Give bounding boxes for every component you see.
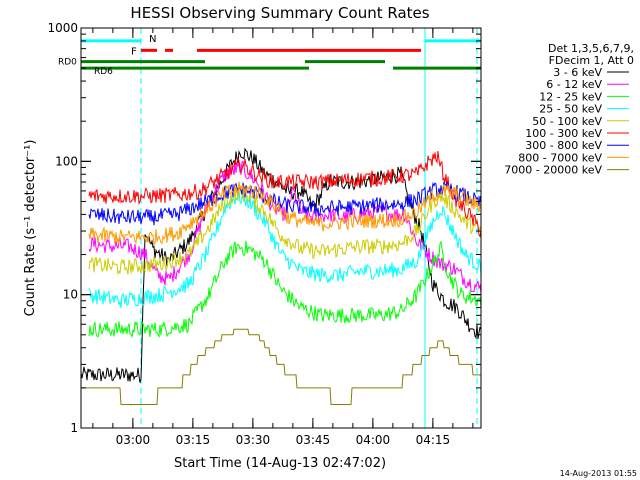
legend-entry-label: 50 - 100 keV (532, 115, 602, 128)
legend-entry-label: 7000 - 20000 keV (504, 164, 602, 177)
y-tick-label: 1 (70, 421, 78, 435)
series-line-25-50keV (88, 189, 482, 309)
x-tick-label: 03:15 (176, 433, 211, 447)
series-line-800-7000keV (88, 181, 482, 247)
x-axis-label: Start Time (14-Aug-13 02:47:02) (174, 456, 386, 471)
legend-entry-label: 25 - 50 keV (539, 103, 602, 116)
legend-entry-label: 12 - 25 keV (539, 90, 602, 103)
series-line-3-6keV (80, 147, 482, 383)
legend: Det 1,3,5,6,7,9,FDecim 1, Att 03 - 6 keV… (504, 42, 634, 177)
chart-title: HESSI Observing Summary Count Rates (130, 4, 429, 22)
flag-label-f: F (131, 46, 137, 57)
legend-header: FDecim 1, Att 0 (549, 54, 634, 67)
series-line-7000-20000keV (81, 328, 481, 405)
x-tick-label: 04:15 (416, 433, 451, 447)
y-tick-label: 100 (55, 154, 78, 168)
series-line-300-800keV (88, 181, 482, 226)
x-tick-label: 03:30 (236, 433, 271, 447)
series-line-12-25keV (88, 240, 482, 339)
legend-header: Det 1,3,5,6,7,9, (548, 42, 634, 55)
y-tick-label: 10 (63, 288, 78, 302)
legend-entry-label: 6 - 12 keV (546, 78, 602, 91)
plot-area: N F RD0 RD6 1 10 100 1000 03:00 03:15 03:30 03:45 04… (47, 21, 482, 447)
legend-entry-label: 100 - 300 keV (525, 127, 602, 140)
legend-entry-label: 300 - 800 keV (525, 139, 602, 152)
x-tick-label: 03:45 (296, 433, 331, 447)
y-tick-label: 1000 (47, 21, 78, 35)
series-line-100-300keV (88, 151, 482, 238)
series-line-6-12keV (88, 160, 482, 294)
series-line-50-100keV (88, 186, 482, 276)
x-tick-label: 03:00 (116, 433, 151, 447)
legend-entry-label: 800 - 7000 keV (518, 151, 602, 164)
flag-label-rd6: RD6 (94, 67, 113, 77)
y-axis-label: Count Rate (s⁻¹ detector⁻¹) (23, 140, 38, 317)
legend-entry-label: 3 - 6 keV (553, 66, 602, 79)
plot-frame (80, 27, 482, 429)
x-tick-label: 04:00 (356, 433, 391, 447)
flag-label-n: N (149, 34, 156, 45)
timestamp: 14-Aug-2013 01:55 (560, 469, 637, 478)
flag-label-rd0: RD0 (58, 58, 77, 68)
